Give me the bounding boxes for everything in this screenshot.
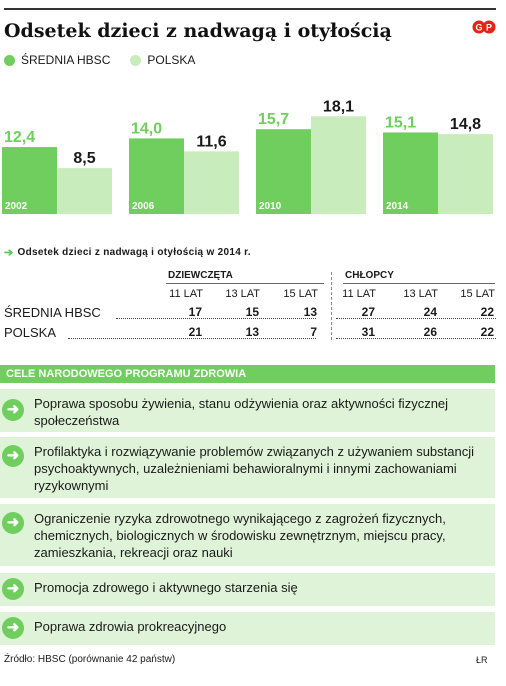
data-label-polska: 11,6 xyxy=(196,133,226,150)
goal-item: ➜ Profilaktyka i rozwiązywanie problemów… xyxy=(0,437,495,498)
cell-polska-girls-11: 21 xyxy=(188,325,202,339)
age-boys-15: 15 LAT xyxy=(460,288,495,300)
category-label: 2010 xyxy=(259,201,282,212)
data-label-hbsc: 12,4 xyxy=(4,129,35,146)
age-girls-13: 13 LAT xyxy=(225,288,260,300)
publisher-logo-icon: G P xyxy=(472,20,496,34)
svg-text:P: P xyxy=(486,23,492,33)
group-divider xyxy=(331,272,332,340)
data-label-hbsc: 15,7 xyxy=(258,111,289,128)
group-header-boys: CHŁOPCY xyxy=(345,270,394,281)
girls-header-rule xyxy=(166,283,324,284)
arrow-right-circle-icon: ➜ xyxy=(2,617,24,639)
goals-banner: CELE NARODOWEGO PROGRAMU ZDROWIA xyxy=(0,365,495,383)
category-label: 2002 xyxy=(5,201,28,212)
cell-hbsc-girls-13: 15 xyxy=(245,305,259,319)
legend-label-hbsc: ŚREDNIA HBSC xyxy=(21,53,111,67)
age-boys-13: 13 LAT xyxy=(403,288,438,300)
legend-label-polska: POLSKA xyxy=(147,53,196,67)
page-title: Odsetek dzieci z nadwagą i otyłością xyxy=(4,20,392,42)
svg-text:G: G xyxy=(475,23,482,33)
arrow-right-circle-icon: ➜ xyxy=(2,578,24,600)
cell-polska-boys-11: 31 xyxy=(361,325,375,339)
goal-text: Promocja zdrowego i aktywnego starzenia … xyxy=(34,580,298,595)
bar-hbsc xyxy=(129,138,184,214)
cell-hbsc-girls-15: 13 xyxy=(303,305,317,319)
goal-text: Poprawa sposobu żywienia, stanu odżywien… xyxy=(34,396,449,428)
row-leader-polska xyxy=(68,338,316,339)
bar-polska xyxy=(184,151,239,214)
cell-polska-boys-13: 26 xyxy=(423,325,437,339)
boys-header-rule xyxy=(343,283,495,284)
arrow-right-circle-icon: ➜ xyxy=(2,512,24,534)
legend-swatch-hbsc xyxy=(4,54,15,66)
bar-polska xyxy=(57,168,112,214)
table-row-label-hbsc: ŚREDNIA HBSC xyxy=(4,305,101,320)
category-label: 2006 xyxy=(132,201,155,212)
cell-polska-boys-15: 22 xyxy=(480,325,494,339)
cell-hbsc-boys-13: 24 xyxy=(423,305,437,319)
group-header-girls: DZIEWCZĘTA xyxy=(168,270,233,281)
goal-text: Profilaktyka i rozwiązywanie problemów z… xyxy=(34,444,475,493)
bar-hbsc xyxy=(256,129,311,214)
row-leader-polska-boys xyxy=(336,338,496,339)
data-label-hbsc: 14,0 xyxy=(131,120,162,137)
table-title: ➔ Odsetek dzieci z nadwagą i otyłością w… xyxy=(4,246,251,259)
table-title-text: Odsetek dzieci z nadwagą i otyłością w 2… xyxy=(17,247,251,258)
cell-hbsc-boys-11: 27 xyxy=(361,305,375,319)
legend-swatch-polska xyxy=(130,54,142,66)
data-label-polska: 14,8 xyxy=(450,116,481,133)
goal-item: ➜ Ograniczenie ryzyka zdrowotnego wynika… xyxy=(0,504,495,566)
cell-polska-girls-15: 7 xyxy=(310,325,317,339)
row-leader-hbsc xyxy=(116,318,316,319)
arrow-right-circle-icon: ➜ xyxy=(2,399,24,421)
arrow-right-circle-icon: ➜ xyxy=(2,445,24,467)
table-row-label-polska: POLSKA xyxy=(4,325,57,340)
category-label: 2014 xyxy=(386,201,409,212)
author-initials: ŁR xyxy=(476,655,488,665)
chart-legend: ŚREDNIA HBSC POLSKA xyxy=(4,53,215,67)
row-leader-hbsc-boys xyxy=(336,318,496,319)
bar-hbsc xyxy=(2,147,57,214)
cell-hbsc-boys-15: 22 xyxy=(480,305,494,319)
data-label-polska: 8,5 xyxy=(73,150,95,167)
goal-text: Ograniczenie ryzyka zdrowotnego wynikają… xyxy=(34,511,446,560)
cell-polska-girls-13: 13 xyxy=(245,325,259,339)
top-rule xyxy=(4,8,496,10)
cell-hbsc-girls-11: 17 xyxy=(188,305,202,319)
age-girls-15: 15 LAT xyxy=(283,288,318,300)
source-note: Źródło: HBSC (porównanie 42 państw) xyxy=(4,654,176,665)
goal-item: ➜ Promocja zdrowego i aktywnego starzeni… xyxy=(0,573,495,606)
goal-item: ➜ Poprawa sposobu żywienia, stanu odżywi… xyxy=(0,389,495,432)
age-girls-11: 11 LAT xyxy=(169,288,203,300)
bar-hbsc xyxy=(383,132,438,214)
age-boys-11: 11 LAT xyxy=(342,288,376,300)
legend-item-hbsc: ŚREDNIA HBSC xyxy=(4,53,110,67)
arrow-icon: ➔ xyxy=(4,247,14,259)
bar-chart: 12,4 8,5 2002 14,0 11,6 2006 15,7 18,1 2010 15,1 1… xyxy=(2,98,493,214)
goal-text: Poprawa zdrowia prokreacyjnego xyxy=(34,619,227,634)
data-label-hbsc: 15,1 xyxy=(385,114,416,131)
bar-polska xyxy=(438,134,493,214)
goal-item: ➜ Poprawa zdrowia prokreacyjnego xyxy=(0,612,495,645)
bar-polska xyxy=(311,116,366,214)
legend-item-polska: POLSKA xyxy=(130,53,195,67)
data-label-polska: 18,1 xyxy=(323,98,354,115)
